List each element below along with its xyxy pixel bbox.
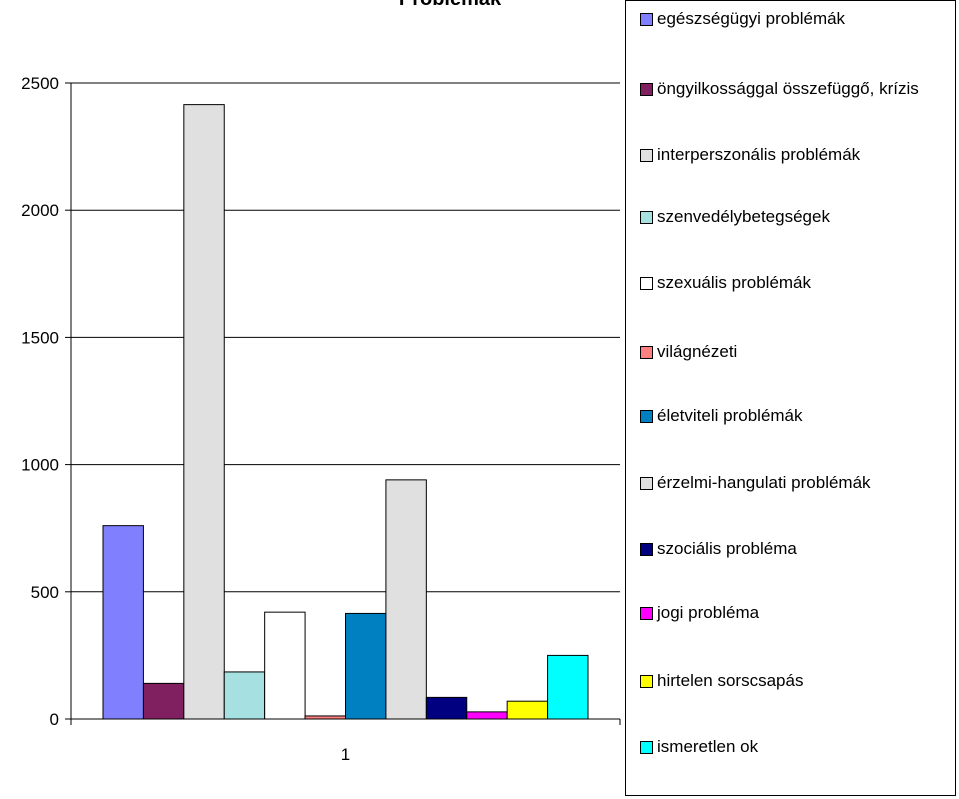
legend-label: öngyilkossággal összefüggő, krízis — [657, 79, 919, 98]
bar-3 — [183, 104, 225, 720]
legend-swatch — [640, 477, 653, 490]
legend-item: öngyilkossággal összefüggő, krízis — [640, 78, 950, 100]
legend-label: egészségügyi problémák — [657, 9, 846, 28]
bar-1 — [102, 525, 144, 720]
legend-swatch — [640, 607, 653, 620]
legend-item: interperszonális problémák — [640, 144, 950, 166]
x-tick-label: 1 — [341, 745, 350, 764]
legend-label: világnézeti — [657, 342, 738, 361]
y-tick-label: 2000 — [21, 201, 59, 220]
bar-9 — [425, 696, 468, 720]
legend-swatch — [640, 410, 653, 423]
legend-swatch — [640, 675, 653, 688]
legend-label: jogi probléma — [657, 603, 760, 622]
chart-plot: 0 500 1000 1500 2000 2500 1 — [21, 74, 621, 764]
legend-item: érzelmi-hangulati problémák — [640, 472, 950, 494]
legend-swatch — [640, 83, 653, 96]
y-tick-label: 500 — [31, 583, 59, 602]
y-tick-label: 1000 — [21, 456, 59, 475]
bar-10 — [466, 711, 508, 720]
legend-item: életviteli problémák — [640, 405, 950, 427]
legend-swatch — [640, 211, 653, 224]
legend-label: érzelmi-hangulati problémák — [657, 473, 871, 492]
chart-legend: egészségügyi problémák öngyilkossággal ös… — [625, 0, 956, 796]
legend-swatch — [640, 543, 653, 556]
legend-swatch — [640, 277, 653, 290]
legend-item: hirtelen sorscsapás — [640, 670, 950, 692]
legend-label: szenvedélybetegségek — [657, 207, 830, 226]
legend-swatch — [640, 13, 653, 26]
legend-item: szexuális problémák — [640, 272, 950, 294]
bar-4 — [223, 671, 266, 720]
legend-item: világnézeti — [640, 341, 950, 363]
legend-label: életviteli problémák — [657, 406, 803, 425]
y-tick-label: 1500 — [21, 328, 59, 347]
chart-title: Problémák — [300, 0, 600, 11]
bar-2 — [142, 682, 185, 720]
y-tick-label: 2500 — [21, 74, 59, 93]
legend-label: interperszonális problémák — [657, 145, 861, 164]
bar-8 — [385, 479, 427, 720]
bar-11 — [506, 700, 549, 720]
legend-label: szexuális problémák — [657, 273, 812, 292]
legend-label: hirtelen sorscsapás — [657, 671, 804, 690]
legend-swatch — [640, 149, 653, 162]
legend-item: ismeretlen ok — [640, 736, 950, 758]
legend-item: szociális probléma — [640, 538, 950, 560]
legend-label: szociális probléma — [657, 539, 797, 558]
y-tick-label: 0 — [50, 710, 59, 729]
bar-6 — [304, 715, 347, 720]
bar-7 — [345, 612, 387, 720]
legend-item: jogi probléma — [640, 602, 950, 624]
bar-12 — [547, 654, 589, 720]
bar-5 — [264, 611, 306, 720]
legend-item: szenvedélybetegségek — [640, 206, 950, 228]
legend-swatch — [640, 741, 653, 754]
legend-swatch — [640, 346, 653, 359]
legend-item: egészségügyi problémák — [640, 8, 950, 30]
legend-label: ismeretlen ok — [657, 737, 759, 756]
